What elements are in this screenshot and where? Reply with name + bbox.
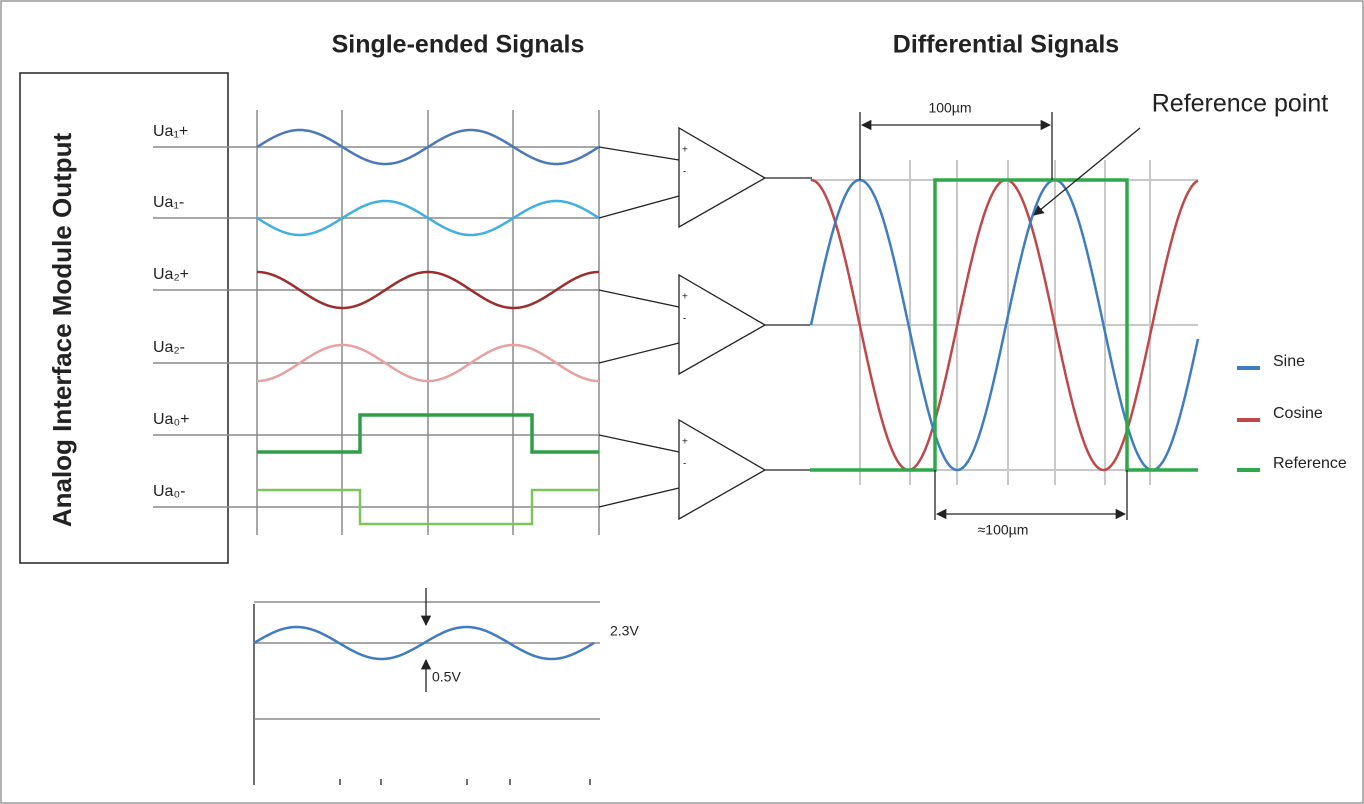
waveform bbox=[257, 488, 599, 526]
amplifier bbox=[678, 126, 767, 229]
module-box bbox=[19, 72, 229, 564]
period-label: 100µm bbox=[928, 100, 971, 116]
wire bbox=[598, 342, 680, 364]
module-label: Analog Interface Module Output bbox=[47, 133, 77, 528]
wire bbox=[598, 195, 680, 219]
amplifiers: + - + - + - bbox=[598, 126, 812, 521]
wire bbox=[598, 289, 680, 308]
reference-point-arrow bbox=[1033, 127, 1141, 216]
legend-label: Reference bbox=[1273, 455, 1347, 472]
amplitude-label: 2.3V bbox=[610, 623, 639, 639]
signal-label: Ua₁+ bbox=[153, 123, 188, 140]
wire bbox=[598, 146, 680, 161]
reference-width-label: ≈100µm bbox=[978, 522, 1029, 538]
title-single-ended: Single-ended Signals bbox=[332, 31, 585, 59]
signal-label: Ua₁- bbox=[153, 194, 184, 211]
plus-sign: + bbox=[682, 437, 688, 448]
plus-sign: + bbox=[682, 292, 688, 303]
legend-label: Cosine bbox=[1273, 405, 1323, 422]
offset-label: 0.5V bbox=[432, 669, 461, 685]
waveform bbox=[256, 199, 600, 237]
waveform bbox=[256, 128, 600, 166]
differential-plot bbox=[809, 160, 1200, 485]
minus-sign: - bbox=[683, 459, 686, 470]
amplifier bbox=[678, 418, 767, 521]
waveform bbox=[253, 625, 595, 661]
sine-wave bbox=[809, 178, 1200, 472]
minus-sign: - bbox=[683, 314, 686, 325]
signal-label: Ua₂+ bbox=[153, 266, 189, 283]
signal-label: Ua₀+ bbox=[153, 411, 189, 428]
waveform bbox=[257, 413, 599, 454]
signal-label: Ua₀- bbox=[153, 483, 185, 500]
single-ended-plot: Ua₁+ Ua₁- Ua₂+ Ua₂- Ua₀+ Ua₀- bbox=[153, 110, 600, 535]
legend: Sine Cosine Reference bbox=[1237, 353, 1347, 472]
plus-sign: + bbox=[682, 145, 688, 156]
amplitude-plot bbox=[253, 601, 600, 785]
reference-wave bbox=[810, 178, 1198, 472]
minus-sign: - bbox=[683, 167, 686, 178]
wire bbox=[598, 487, 680, 508]
waveform bbox=[256, 270, 600, 310]
signal-label: Ua₂- bbox=[153, 339, 185, 356]
amplifier bbox=[678, 273, 767, 376]
title-differential: Differential Signals bbox=[893, 31, 1119, 59]
reference-point-label: Reference point bbox=[1152, 90, 1329, 118]
waveform bbox=[256, 343, 600, 383]
legend-label: Sine bbox=[1273, 353, 1305, 370]
wire bbox=[598, 434, 680, 453]
